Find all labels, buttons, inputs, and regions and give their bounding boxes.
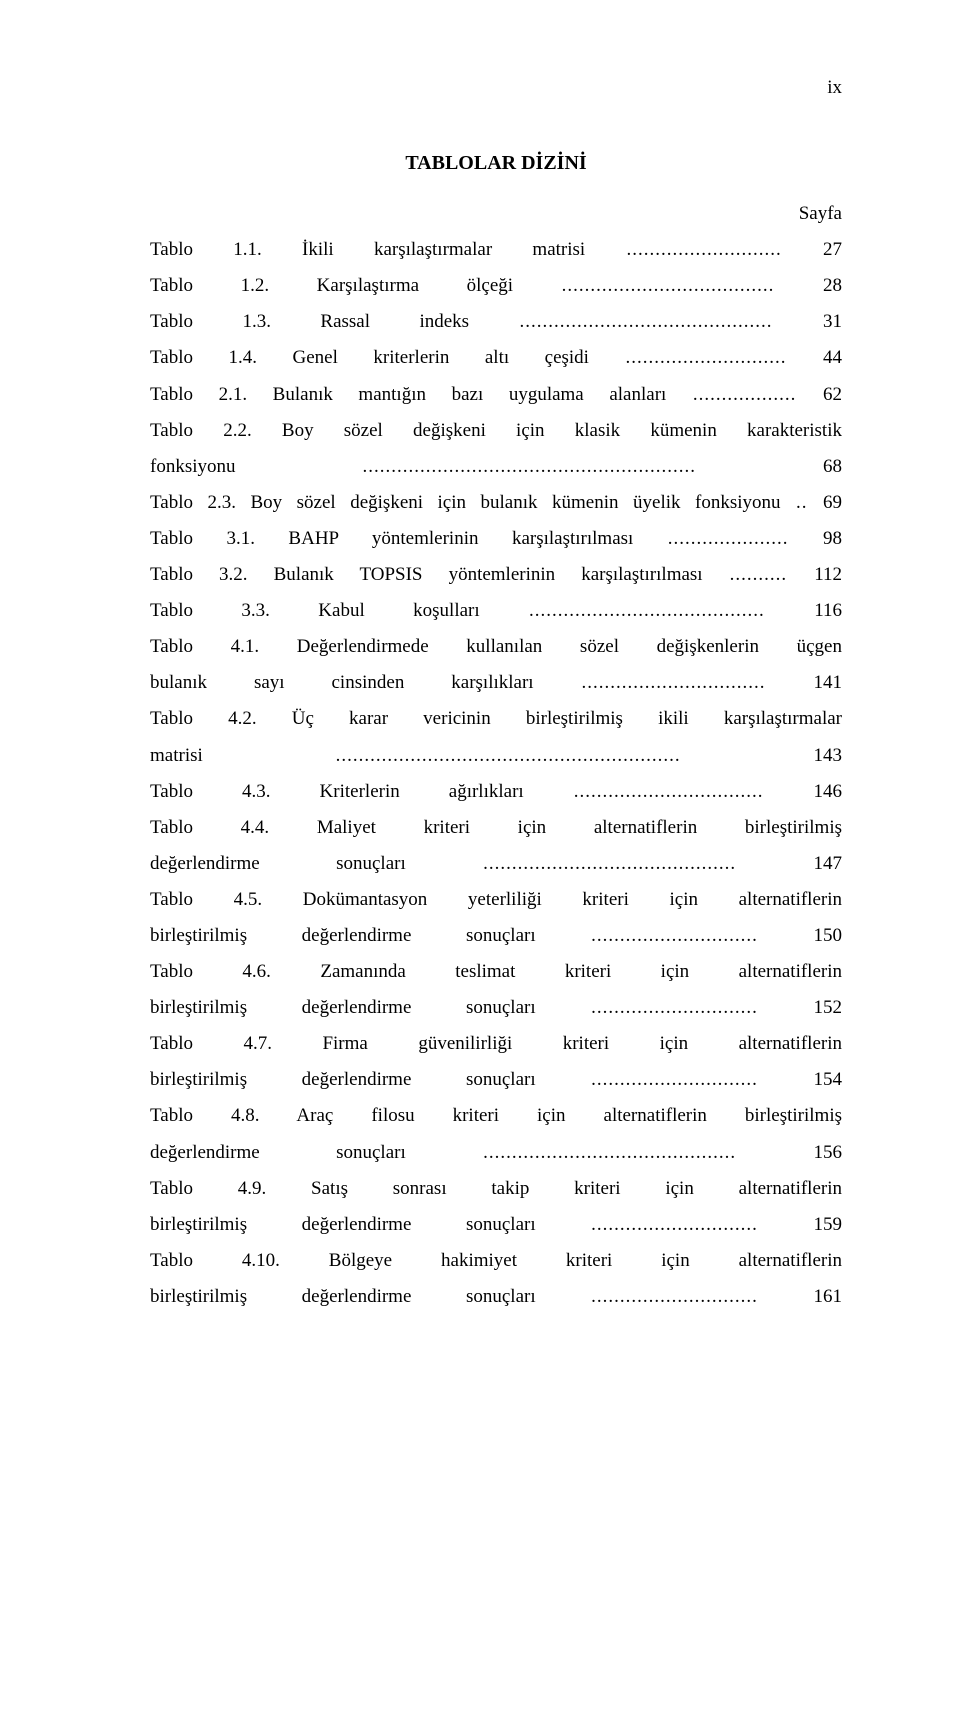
toc-entry: birleştirilmiş değerlendirme sonuçları .… bbox=[150, 1062, 842, 1098]
dot-leader: ............................. bbox=[536, 1286, 814, 1307]
toc-entry-line: Tablo 4.9. Satış sonrası takip kriteri i… bbox=[150, 1171, 842, 1207]
toc-entry-label: değerlendirme sonuçları bbox=[150, 1142, 406, 1163]
dot-leader: ............................. bbox=[536, 997, 814, 1018]
toc-entry-line: Tablo 4.10. Bölgeye hakimiyet kriteri iç… bbox=[150, 1243, 842, 1279]
toc-entry-page: 116 bbox=[814, 600, 842, 621]
toc-entry-page: 62 bbox=[823, 384, 842, 405]
section-heading: TABLOLAR DİZİNİ bbox=[150, 144, 842, 182]
dot-leader: ........................................… bbox=[480, 600, 815, 621]
dot-leader: .......... bbox=[703, 564, 815, 585]
dot-leader: ........................... bbox=[585, 239, 823, 260]
dot-leader: ............................ bbox=[589, 347, 823, 368]
toc-entry: değerlendirme sonuçları ................… bbox=[150, 1135, 842, 1171]
toc-entry: bulanık sayı cinsinden karşılıkları ....… bbox=[150, 665, 842, 701]
toc-entry: Tablo 4.3. Kriterlerin ağırlıkları .....… bbox=[150, 774, 842, 810]
toc-entry: birleştirilmiş değerlendirme sonuçları .… bbox=[150, 1279, 842, 1315]
toc-entry: Tablo 1.3. Rassal indeks ...............… bbox=[150, 304, 842, 340]
toc-entry-page: 28 bbox=[823, 275, 842, 296]
toc-entry-label: matrisi bbox=[150, 745, 203, 766]
toc-entry-page: 161 bbox=[814, 1286, 843, 1307]
toc-entry-label: Tablo 3.2. Bulanık TOPSIS yöntemlerinin … bbox=[150, 564, 703, 585]
dot-leader: ............................. bbox=[536, 1069, 814, 1090]
toc-entry-page: 143 bbox=[814, 745, 843, 766]
toc-entry: birleştirilmiş değerlendirme sonuçları .… bbox=[150, 1207, 842, 1243]
toc-entry-label: Tablo 1.3. Rassal indeks bbox=[150, 311, 469, 332]
dot-leader: .. bbox=[781, 492, 824, 513]
toc-entry-label: Tablo 3.3. Kabul koşulları bbox=[150, 600, 480, 621]
toc-entry-page: 159 bbox=[814, 1214, 843, 1235]
toc-entry: birleştirilmiş değerlendirme sonuçları .… bbox=[150, 990, 842, 1026]
toc-entry-line: Tablo 4.1. Değerlendirmede kullanılan sö… bbox=[150, 629, 842, 665]
toc-entry-label: birleştirilmiş değerlendirme sonuçları bbox=[150, 1286, 536, 1307]
toc-entry: Tablo 2.1. Bulanık mantığın bazı uygulam… bbox=[150, 377, 842, 413]
toc-entry-page: 146 bbox=[814, 781, 843, 802]
toc-entry-label: birleştirilmiş değerlendirme sonuçları bbox=[150, 1214, 536, 1235]
toc-entry: Tablo 3.3. Kabul koşulları .............… bbox=[150, 593, 842, 629]
toc-entry: Tablo 3.1. BAHP yöntemlerinin karşılaştı… bbox=[150, 521, 842, 557]
toc-entry: Tablo 2.3. Boy sözel değişkeni için bula… bbox=[150, 485, 842, 521]
dot-leader: ........................................… bbox=[236, 456, 824, 477]
toc-entry-page: 147 bbox=[814, 853, 843, 874]
toc-entry-label: Tablo 1.1. İkili karşılaştırmalar matris… bbox=[150, 239, 585, 260]
toc-entry: birleştirilmiş değerlendirme sonuçları .… bbox=[150, 918, 842, 954]
toc-entry-label: fonksiyonu bbox=[150, 456, 236, 477]
toc-entry-page: 69 bbox=[823, 492, 842, 513]
toc-entry: Tablo 1.2. Karşılaştırma ölçeği ........… bbox=[150, 268, 842, 304]
dot-leader: ........................................… bbox=[469, 311, 823, 332]
toc-entry-line: Tablo 2.2. Boy sözel değişkeni için klas… bbox=[150, 413, 842, 449]
toc-entry-page: 154 bbox=[814, 1069, 843, 1090]
toc-entry: fonksiyonu .............................… bbox=[150, 449, 842, 485]
toc-entry: Tablo 3.2. Bulanık TOPSIS yöntemlerinin … bbox=[150, 557, 842, 593]
toc-entry-line: Tablo 4.2. Üç karar vericinin birleştiri… bbox=[150, 701, 842, 737]
toc-entry-page: 27 bbox=[823, 239, 842, 260]
toc-entry: Tablo 1.4. Genel kriterlerin altı çeşidi… bbox=[150, 340, 842, 376]
toc-entry-label: Tablo 1.4. Genel kriterlerin altı çeşidi bbox=[150, 347, 589, 368]
toc-entry-line: Tablo 4.6. Zamanında teslimat kriteri iç… bbox=[150, 954, 842, 990]
toc-entry: değerlendirme sonuçları ................… bbox=[150, 846, 842, 882]
toc-entry-page: 112 bbox=[814, 564, 842, 585]
dot-leader: ..................... bbox=[633, 528, 823, 549]
dot-leader: ........................................… bbox=[203, 745, 814, 766]
toc-entry-page: 150 bbox=[814, 925, 843, 946]
toc-entry-page: 98 bbox=[823, 528, 842, 549]
toc-entry-page: 31 bbox=[823, 311, 842, 332]
toc-entry-line: Tablo 4.5. Dokümantasyon yeterliliği kri… bbox=[150, 882, 842, 918]
toc-entry-label: Tablo 2.1. Bulanık mantığın bazı uygulam… bbox=[150, 384, 666, 405]
toc-entry-line: Tablo 4.7. Firma güvenilirliği kriteri i… bbox=[150, 1026, 842, 1062]
dot-leader: ................................ bbox=[534, 672, 814, 693]
dot-leader: ..................................... bbox=[513, 275, 823, 296]
dot-leader: ................................. bbox=[524, 781, 814, 802]
toc-entry: Tablo 1.1. İkili karşılaştırmalar matris… bbox=[150, 232, 842, 268]
dot-leader: ............................. bbox=[536, 1214, 814, 1235]
toc-entry-page: 68 bbox=[823, 456, 842, 477]
dot-leader: ............................. bbox=[536, 925, 814, 946]
toc-entry-label: Tablo 2.3. Boy sözel değişkeni için bula… bbox=[150, 492, 781, 513]
toc-entry: matrisi ................................… bbox=[150, 738, 842, 774]
toc-entry-page: 156 bbox=[814, 1142, 843, 1163]
toc-entry-label: bulanık sayı cinsinden karşılıkları bbox=[150, 672, 534, 693]
toc-entry-page: 152 bbox=[814, 997, 843, 1018]
toc-entry-page: 44 bbox=[823, 347, 842, 368]
dot-leader: ........................................… bbox=[406, 1142, 814, 1163]
toc-entry-label: değerlendirme sonuçları bbox=[150, 853, 406, 874]
toc-entry-label: birleştirilmiş değerlendirme sonuçları bbox=[150, 925, 536, 946]
toc-entry-label: Tablo 4.3. Kriterlerin ağırlıkları bbox=[150, 781, 524, 802]
column-label-page: Sayfa bbox=[150, 196, 842, 232]
toc-entry-line: Tablo 4.8. Araç filosu kriteri için alte… bbox=[150, 1098, 842, 1134]
toc-entry-label: Tablo 3.1. BAHP yöntemlerinin karşılaştı… bbox=[150, 528, 633, 549]
toc-entry-label: Tablo 1.2. Karşılaştırma ölçeği bbox=[150, 275, 513, 296]
dot-leader: ........................................… bbox=[406, 853, 814, 874]
toc-entry-label: birleştirilmiş değerlendirme sonuçları bbox=[150, 997, 536, 1018]
page-roman-numeral: ix bbox=[150, 70, 842, 106]
list-of-tables: Tablo 1.1. İkili karşılaştırmalar matris… bbox=[150, 232, 842, 1315]
dot-leader: .................. bbox=[666, 384, 823, 405]
toc-entry-page: 141 bbox=[814, 672, 843, 693]
toc-entry-label: birleştirilmiş değerlendirme sonuçları bbox=[150, 1069, 536, 1090]
toc-entry-line: Tablo 4.4. Maliyet kriteri için alternat… bbox=[150, 810, 842, 846]
